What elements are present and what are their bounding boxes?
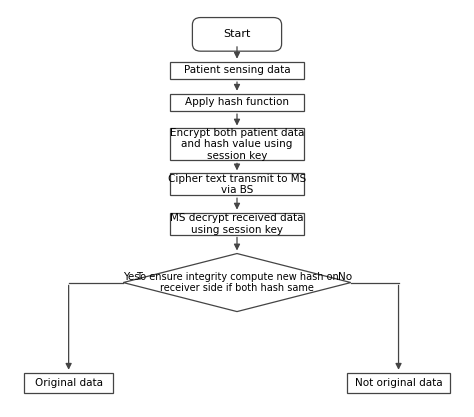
- Text: Yes: Yes: [123, 272, 140, 282]
- Text: Not original data: Not original data: [355, 378, 442, 388]
- Text: Patient sensing data: Patient sensing data: [184, 65, 290, 75]
- Bar: [170, 62, 304, 79]
- Bar: [24, 373, 113, 393]
- FancyBboxPatch shape: [192, 18, 282, 51]
- Text: MS decrypt received data
using session key: MS decrypt received data using session k…: [170, 213, 304, 234]
- Text: Cipher text transmit to MS
via BS: Cipher text transmit to MS via BS: [168, 174, 306, 195]
- Bar: [170, 213, 304, 235]
- Text: Apply hash function: Apply hash function: [185, 98, 289, 108]
- Text: Original data: Original data: [35, 378, 103, 388]
- Text: Start: Start: [223, 29, 251, 39]
- Text: No: No: [338, 272, 352, 282]
- Bar: [347, 373, 450, 393]
- Bar: [170, 93, 304, 111]
- Polygon shape: [123, 254, 351, 311]
- Text: Encrypt both patient data
and hash value using
session key: Encrypt both patient data and hash value…: [170, 128, 304, 161]
- Bar: [170, 173, 304, 196]
- Text: To ensure integrity compute new hash on
receiver side if both hash same: To ensure integrity compute new hash on …: [136, 272, 338, 293]
- Bar: [170, 128, 304, 161]
